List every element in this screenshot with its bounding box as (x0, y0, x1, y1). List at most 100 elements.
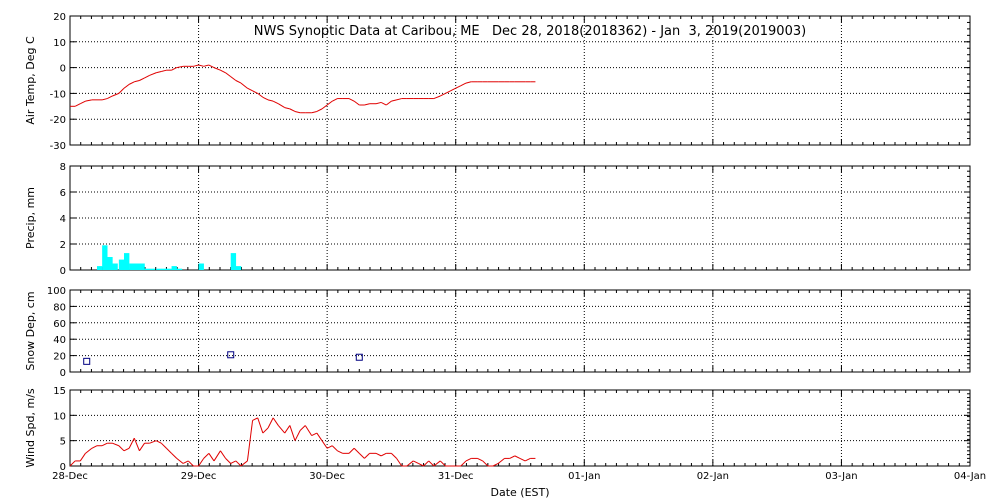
temp-line-segment (278, 103, 285, 109)
wind-line-segment (149, 440, 157, 444)
wind-line-segment (299, 425, 306, 431)
snow-panel: 100 80 60 40 20 0 Snow Dep, cm (24, 286, 971, 379)
temp-line-segment (252, 90, 258, 94)
temp-line-segment (144, 74, 150, 79)
temp-line-segment (321, 104, 328, 110)
wind-line-segment (497, 458, 505, 464)
temp-line-segment (332, 98, 338, 102)
precip-bar (235, 266, 242, 270)
wind-line-segment (406, 460, 414, 467)
precip-bar (102, 245, 108, 270)
x-tick-label: 31-Dec (438, 471, 474, 482)
temp-line-segment (391, 99, 397, 102)
wind-line-segment (246, 420, 254, 461)
snow-y-axis-title: Snow Dep, cm (24, 291, 37, 370)
wind-line-segment (128, 437, 135, 449)
wind-line-segment (91, 445, 98, 449)
wind-line-segment (364, 452, 370, 459)
wind-line-segment (348, 447, 355, 454)
x-tick-label: 30-Dec (309, 471, 345, 482)
wind-line-segment (396, 458, 403, 467)
temp-line-segment (396, 98, 402, 101)
wind-line-segment (433, 460, 441, 467)
wind-line-segment (289, 425, 296, 441)
temp-line-segment (375, 101, 382, 105)
y-tick-label: 0 (60, 266, 66, 277)
wind-line-segment (284, 425, 291, 434)
snow-plot-frame (69, 289, 971, 373)
wind-line-segment (267, 417, 274, 429)
wind-line-segment (155, 440, 162, 444)
precip-bar (97, 266, 103, 270)
temp-line-segment (460, 82, 467, 87)
temp-line-segment (102, 98, 108, 101)
temp-line-segment (161, 69, 167, 72)
temp-line-segment (455, 85, 462, 89)
temp-line-segment (364, 103, 370, 106)
wind-line-segment (133, 437, 140, 451)
wind-line-segment (509, 455, 516, 459)
temp-y-axis-title: Air Temp, Deg C (24, 36, 37, 125)
wind-line-segment (375, 452, 382, 457)
precip-bar (112, 263, 118, 270)
temp-line-segment (348, 98, 355, 102)
temp-line-segment (220, 69, 226, 74)
x-tick-label: 28-Dec (52, 471, 88, 482)
x-tick-label: 29-Dec (181, 471, 217, 482)
wind-line-segment (326, 445, 333, 449)
wind-line-segment (262, 427, 269, 434)
precip-bar (134, 263, 140, 270)
temp-line-segment (198, 64, 204, 67)
temp-line-segment (156, 70, 162, 74)
wind-line-segment (492, 463, 499, 467)
y-tick-label: 100 (47, 286, 66, 297)
wind-line-segment (465, 457, 472, 462)
y-tick-label: 10 (53, 38, 66, 49)
temp-line-segment (272, 100, 279, 105)
x-tick-label: 02-Jan (697, 471, 729, 482)
wind-line-segment (321, 440, 328, 449)
wind-line-segment (235, 460, 242, 467)
wind-y-axis-title: Wind Spd, m/s (24, 388, 37, 468)
temp-line-segment (440, 92, 446, 97)
y-tick-label: 20 (53, 12, 66, 23)
temp-line-segment (235, 80, 242, 84)
temp-line-segment (247, 87, 253, 92)
wind-line-segment (316, 432, 323, 441)
temp-line-segment (433, 95, 441, 100)
wind-line-segment (439, 460, 446, 467)
temp-line-segment (80, 100, 86, 105)
snow-depth-point (355, 353, 363, 361)
precip-bar (171, 266, 177, 270)
y-tick-label: 4 (60, 214, 66, 225)
wind-line-segment (519, 457, 526, 462)
temp-line-segment (311, 110, 317, 114)
wind-line-segment (423, 460, 430, 467)
wind-line-segment (380, 452, 387, 457)
wind-line-segment (166, 447, 172, 454)
wind-line-segment (272, 417, 279, 426)
wind-line-segment (139, 442, 145, 452)
temp-line-segment (257, 93, 264, 98)
temp-line-segment (74, 103, 81, 107)
wind-line-segment (182, 460, 189, 464)
wind-line-segment (160, 442, 167, 449)
snow-depth-point (83, 357, 91, 365)
temp-line-segment (128, 81, 135, 85)
wind-line-segment (514, 455, 521, 459)
precip-bar (176, 268, 183, 270)
temp-line-segment (353, 100, 360, 106)
temp-line-segment (230, 76, 237, 81)
temp-line-segment (267, 99, 274, 102)
temp-line-segment (171, 67, 177, 71)
y-tick-label: 10 (53, 411, 66, 422)
y-tick-label: -10 (50, 89, 66, 100)
temp-line-segment (123, 83, 130, 89)
precip-bar (107, 257, 113, 270)
temp-line-segment (225, 72, 232, 78)
temp-line-segment (193, 64, 199, 67)
y-tick-label: 0 (60, 64, 66, 75)
wind-line-segment (482, 460, 489, 467)
temp-panel: 20 10 0 -10 -20 -30 Air Temp, Deg C (24, 12, 971, 152)
